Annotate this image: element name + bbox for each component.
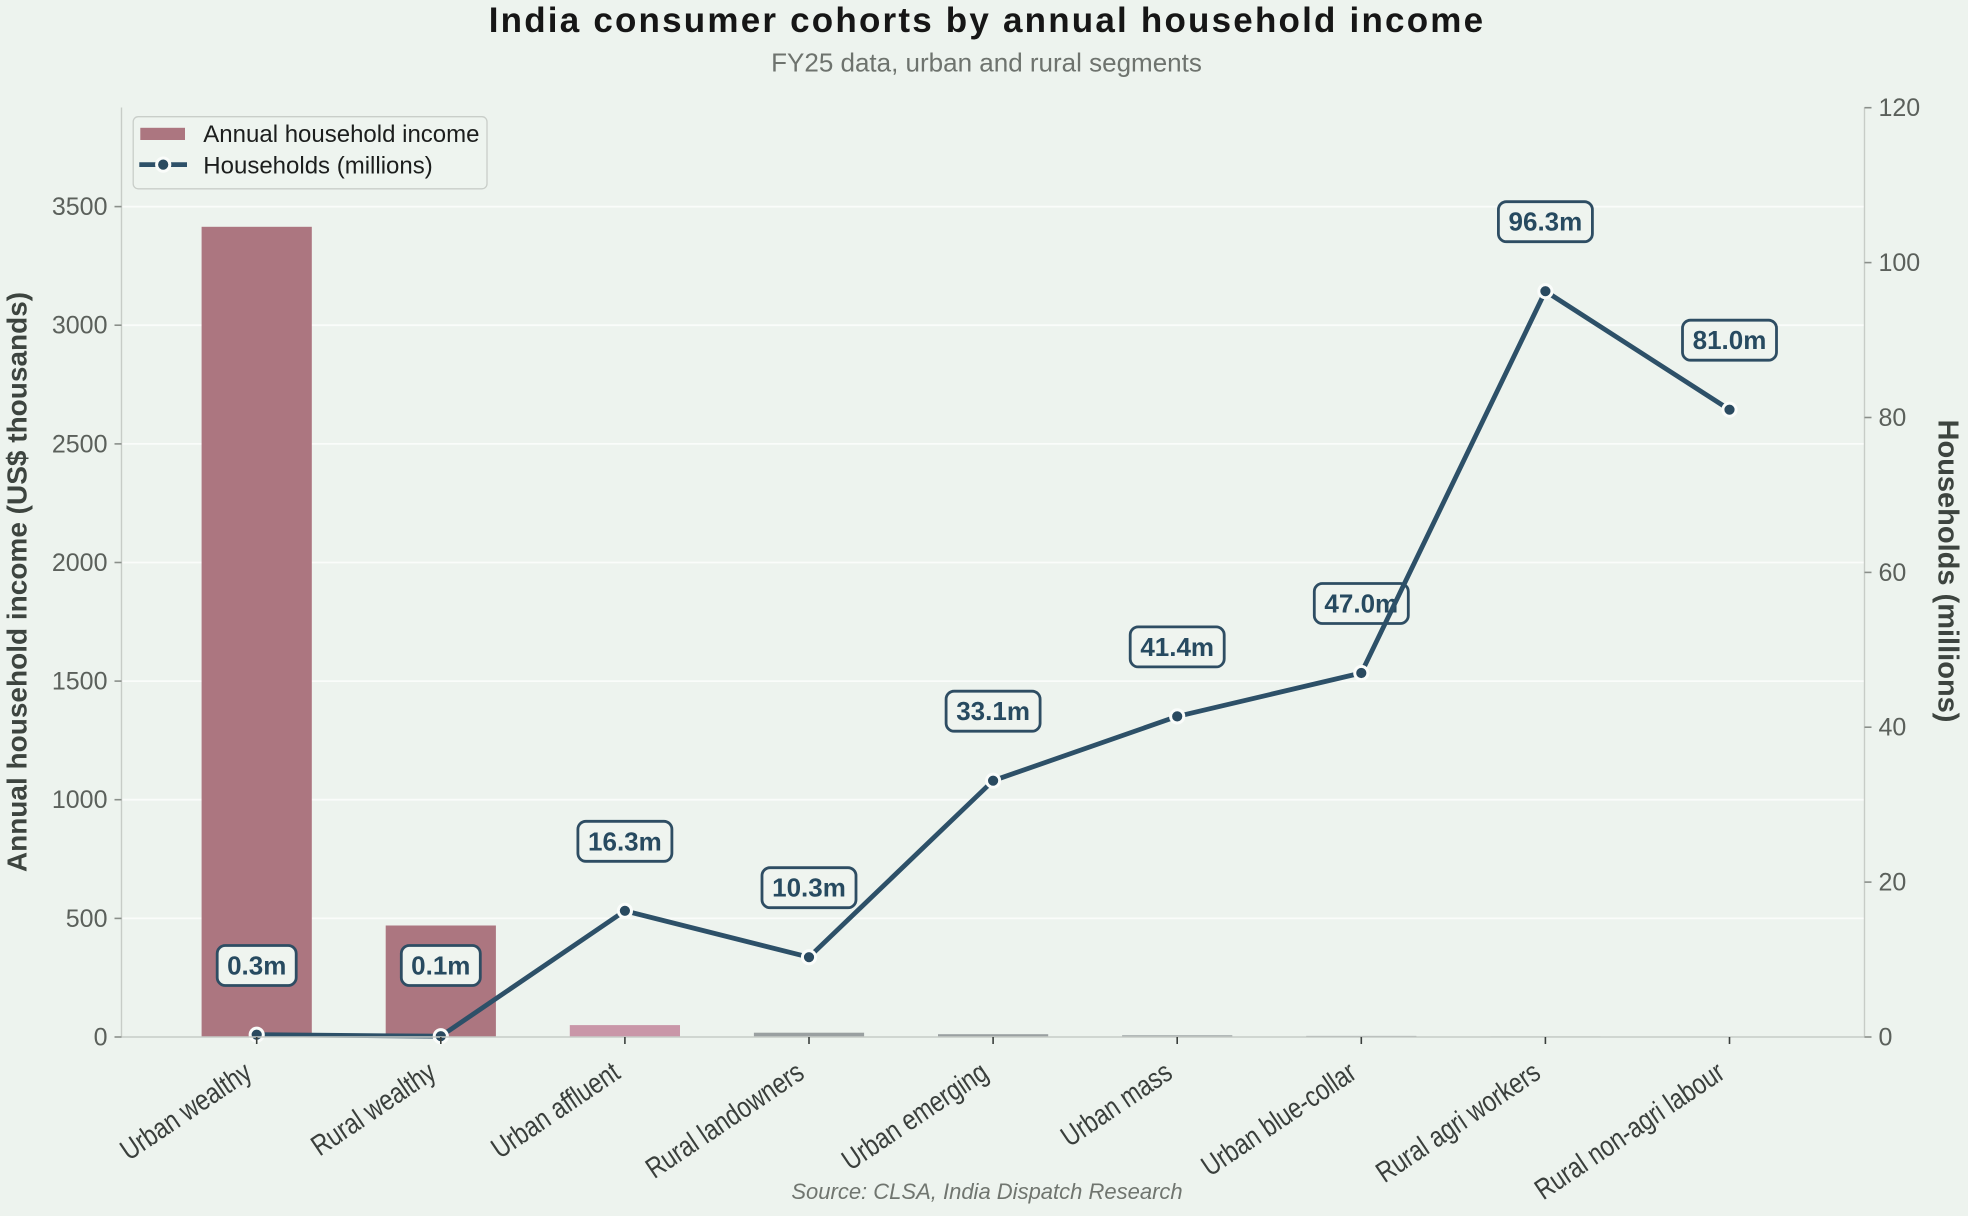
svg-text:500: 500 — [66, 905, 108, 933]
svg-text:FY25 data, urban and rural seg: FY25 data, urban and rural segments — [771, 48, 1202, 78]
svg-text:India consumer cohorts by annu: India consumer cohorts by annual househo… — [489, 1, 1486, 40]
svg-text:80: 80 — [1879, 404, 1907, 432]
svg-text:0.3m: 0.3m — [227, 951, 286, 981]
svg-text:Source: CLSA, India Dispatch R: Source: CLSA, India Dispatch Research — [791, 1179, 1182, 1204]
svg-text:Annual household income: Annual household income — [203, 121, 479, 148]
svg-text:33.1m: 33.1m — [956, 696, 1030, 726]
svg-text:10.3m: 10.3m — [772, 873, 846, 903]
svg-text:0: 0 — [94, 1024, 108, 1052]
svg-text:1000: 1000 — [52, 786, 108, 814]
svg-text:1500: 1500 — [52, 668, 108, 696]
svg-text:100: 100 — [1879, 249, 1921, 277]
svg-text:2500: 2500 — [52, 430, 108, 458]
svg-text:0: 0 — [1879, 1024, 1893, 1052]
svg-text:120: 120 — [1879, 94, 1921, 122]
svg-text:0.1m: 0.1m — [411, 951, 470, 981]
svg-text:3500: 3500 — [52, 193, 108, 221]
svg-text:60: 60 — [1879, 559, 1907, 587]
svg-text:96.3m: 96.3m — [1509, 207, 1583, 237]
svg-text:3000: 3000 — [52, 312, 108, 340]
svg-text:40: 40 — [1879, 714, 1907, 742]
svg-text:47.0m: 47.0m — [1324, 589, 1398, 619]
svg-text:81.0m: 81.0m — [1693, 325, 1767, 355]
svg-text:Annual household income (US$ t: Annual household income (US$ thousands) — [2, 292, 33, 872]
svg-text:41.4m: 41.4m — [1140, 632, 1214, 662]
svg-text:Households (millions): Households (millions) — [203, 152, 432, 179]
svg-text:20: 20 — [1879, 869, 1907, 897]
svg-text:16.3m: 16.3m — [588, 826, 662, 856]
svg-text:2000: 2000 — [52, 549, 108, 577]
svg-text:Households (millions): Households (millions) — [1932, 420, 1964, 723]
